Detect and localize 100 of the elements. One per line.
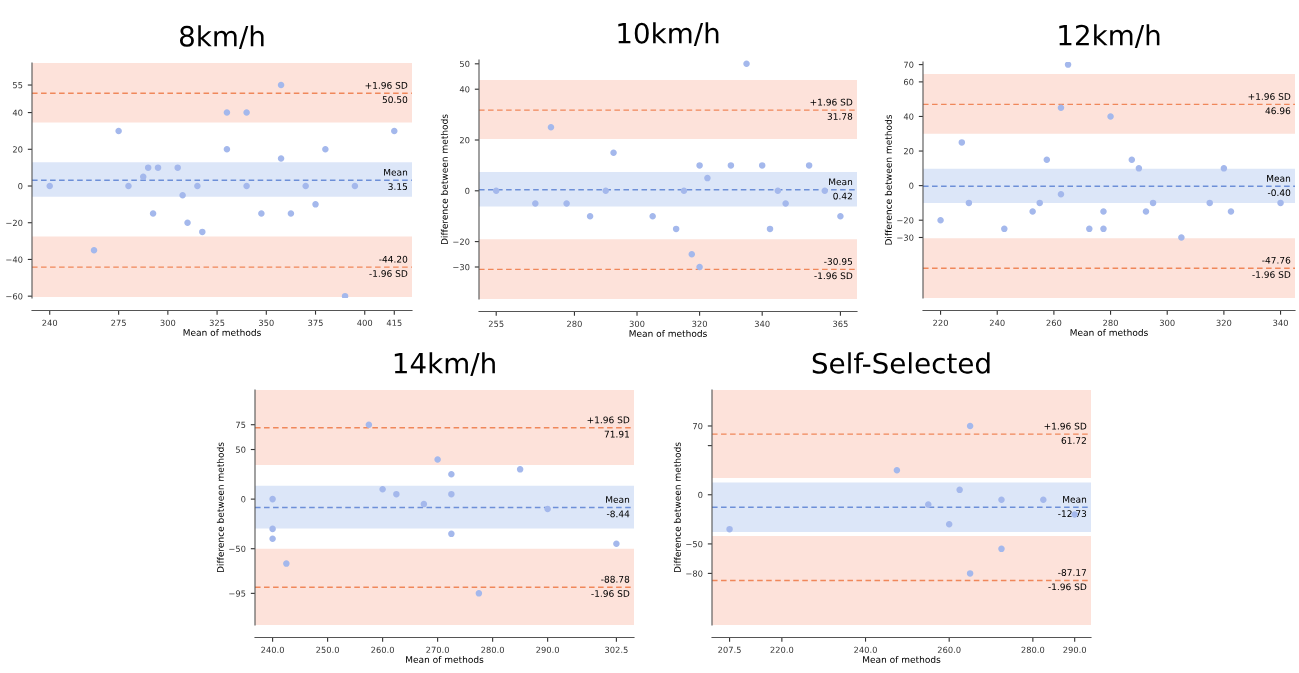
point: [688, 251, 696, 258]
point: [341, 292, 349, 298]
ref-line-label: -88.78 -1.96 SD: [591, 575, 630, 597]
x-axis-title: Mean of methods: [406, 655, 484, 663]
ref-line-label: Mean 3.15: [384, 168, 408, 190]
point: [223, 109, 231, 116]
x-tick-label: 375: [308, 319, 323, 326]
point: [586, 212, 594, 220]
point: [269, 535, 276, 543]
y-tick-label: −20: [6, 219, 23, 227]
x-tick-label: 302.5: [605, 646, 628, 653]
point: [351, 182, 359, 190]
point: [547, 124, 555, 131]
point: [956, 486, 963, 494]
point: [149, 210, 157, 217]
point: [448, 471, 455, 478]
point: [223, 146, 231, 153]
x-tick-label: 415: [386, 319, 402, 326]
ref-line-label: Mean -0.40: [1267, 175, 1291, 197]
x-tick-label: 300: [629, 320, 645, 327]
y-tick-label: 60: [903, 78, 914, 86]
y-tick-label: 20: [903, 148, 914, 155]
y-tick-label: −30: [453, 263, 470, 271]
ref-line-label: +1.96 SD 46.96: [1248, 93, 1291, 115]
point: [937, 216, 944, 224]
x-tick-label: 240.0: [854, 646, 877, 653]
y-tick-label: −30: [897, 234, 914, 241]
point: [726, 525, 733, 533]
point: [758, 162, 766, 169]
y-tick-label: −20: [453, 238, 470, 245]
point: [283, 560, 290, 567]
point: [743, 60, 750, 68]
point: [1057, 104, 1065, 112]
chart-title: 8km/h: [179, 25, 264, 49]
point: [1036, 199, 1043, 207]
x-tick-label: 260.0: [937, 646, 961, 653]
point: [1206, 199, 1213, 207]
point: [1227, 208, 1235, 215]
chart-title: Self-Selected: [812, 352, 990, 374]
point: [199, 228, 206, 236]
x-tick-label: 290.0: [1063, 646, 1087, 653]
point: [312, 201, 319, 208]
y-tick-label: −60: [6, 293, 23, 300]
x-tick-label: 250.0: [316, 646, 339, 653]
point: [448, 530, 455, 538]
point: [766, 225, 774, 233]
point: [1057, 191, 1065, 198]
x-tick-label: 280: [1103, 319, 1118, 326]
ref-line-label: +1.96 SD 71.91: [587, 416, 630, 438]
x-tick-label: 275: [111, 319, 126, 326]
x-tick-label: 240.0: [261, 646, 284, 653]
x-tick-label: 280.0: [1021, 646, 1045, 653]
x-tick-label: 220.0: [770, 646, 794, 653]
point: [925, 501, 932, 508]
point: [774, 187, 782, 195]
x-tick-label: 260.0: [371, 646, 394, 653]
point: [1064, 62, 1072, 68]
x-tick-label: 320: [692, 320, 707, 327]
x-tick-label: 290.0: [536, 646, 560, 653]
y-tick-label: 50: [460, 60, 470, 68]
point: [1029, 208, 1036, 215]
point: [1220, 165, 1228, 172]
point: [837, 212, 844, 220]
x-tick-label: 300: [160, 319, 176, 326]
ref-line-label: -87.17 -1.96 SD: [1048, 569, 1087, 591]
point: [1001, 225, 1008, 233]
point: [532, 200, 539, 207]
y-tick-label: 40: [459, 86, 470, 93]
point: [805, 162, 813, 169]
point: [782, 200, 789, 207]
x-tick-label: 340: [754, 320, 770, 327]
x-tick-label: 280: [567, 320, 582, 327]
y-tick-label: 20: [459, 136, 470, 144]
point: [965, 199, 973, 207]
x-tick-label: 280.0: [481, 646, 505, 653]
point: [544, 505, 551, 513]
y-axis-title: Difference between methods: [440, 114, 448, 245]
point: [379, 485, 386, 493]
point: [154, 164, 162, 171]
point: [696, 162, 703, 169]
point: [144, 164, 152, 171]
point: [46, 182, 53, 190]
x-tick-label: 207.5: [718, 646, 741, 653]
point: [563, 200, 570, 207]
x-tick-label: 240: [42, 319, 58, 326]
point: [258, 210, 265, 217]
point: [243, 109, 250, 116]
x-tick-label: 350: [258, 319, 274, 326]
point: [1086, 225, 1093, 233]
point: [269, 525, 276, 533]
point: [1178, 234, 1185, 241]
x-tick-label: 260: [1046, 319, 1062, 326]
point: [365, 421, 373, 428]
point: [1100, 208, 1107, 215]
point: [243, 182, 250, 190]
point: [269, 495, 276, 503]
y-tick-label: −50: [686, 540, 703, 548]
y-tick-label: 70: [693, 422, 703, 430]
point: [958, 139, 966, 146]
ref-line-label: -47.76 -1.96 SD: [1252, 256, 1291, 278]
